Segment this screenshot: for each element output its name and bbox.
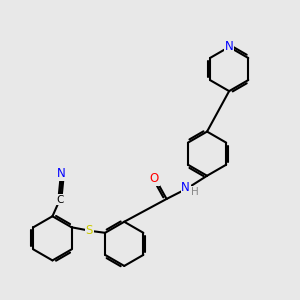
Text: C: C <box>56 195 64 205</box>
Text: N: N <box>181 181 190 194</box>
Text: N: N <box>225 40 233 53</box>
Text: N: N <box>57 167 66 180</box>
Text: H: H <box>191 187 199 196</box>
Text: S: S <box>85 224 93 237</box>
Text: O: O <box>150 172 159 185</box>
